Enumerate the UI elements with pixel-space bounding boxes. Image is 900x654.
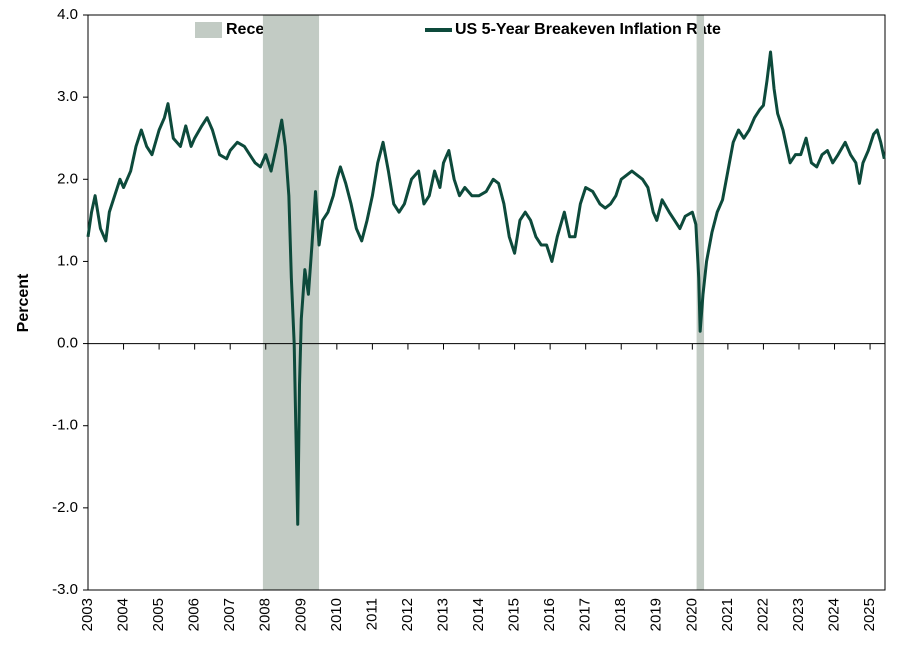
x-tick-label: 2015 — [506, 598, 523, 631]
x-tick-label: 2008 — [257, 598, 274, 631]
y-tick-label: 3.0 — [57, 88, 78, 105]
x-tick-label: 2003 — [79, 598, 96, 631]
x-tick-label: 2017 — [577, 598, 594, 631]
legend-swatch — [195, 22, 222, 38]
x-tick-label: 2007 — [221, 598, 238, 631]
data-line — [86, 50, 886, 526]
x-tick-label: 2019 — [648, 598, 665, 631]
x-tick-label: 2014 — [470, 598, 487, 631]
x-tick-label: 2009 — [292, 598, 309, 631]
y-axis-label: Percent — [15, 273, 32, 332]
y-tick-label: -3.0 — [52, 581, 78, 598]
x-tick-label: 2004 — [115, 598, 132, 631]
y-tick-label: 0.0 — [57, 335, 78, 352]
x-tick-label: 2006 — [186, 598, 203, 631]
plot-frame — [87, 14, 886, 591]
y-tick-label: -2.0 — [52, 499, 78, 516]
y-tick-label: 4.0 — [57, 6, 78, 23]
legend-label: US 5-Year Breakeven Inflation Rate — [455, 21, 721, 38]
x-tick-label: 2020 — [683, 598, 700, 631]
x-tick-label: 2013 — [434, 598, 451, 631]
y-tick-label: -1.0 — [52, 417, 78, 434]
x-tick-label: 2022 — [754, 598, 771, 631]
y-tick-label: 2.0 — [57, 170, 78, 187]
x-tick-label: 2012 — [399, 598, 416, 631]
x-tick-label: 2016 — [541, 598, 558, 631]
y-tick-label: 1.0 — [57, 252, 78, 269]
x-tick-label: 2021 — [719, 598, 736, 631]
x-tick-label: 2025 — [861, 598, 878, 631]
x-tick-label: 2024 — [825, 598, 842, 631]
x-tick-label: 2005 — [150, 598, 167, 631]
x-tick-label: 2010 — [328, 598, 345, 631]
x-tick-label: 2011 — [363, 598, 380, 630]
x-tick-label: 2018 — [612, 598, 629, 631]
x-tick-label: 2023 — [790, 598, 807, 631]
